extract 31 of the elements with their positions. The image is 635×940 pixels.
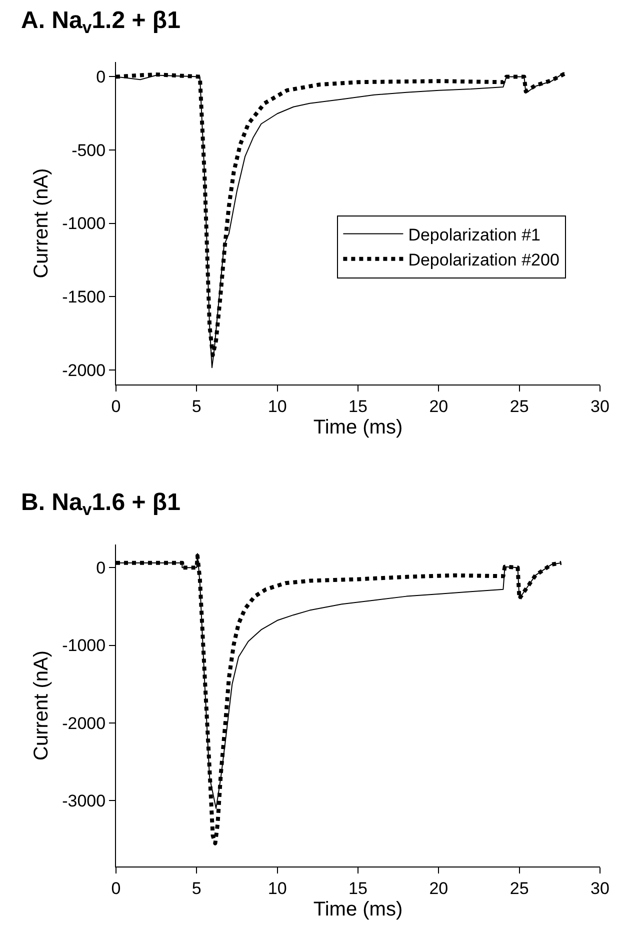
x-tick-label: 5 xyxy=(192,396,202,416)
x-tick-label: 0 xyxy=(111,879,121,898)
y-tick-label: -1500 xyxy=(62,287,106,306)
x-tick-label: 25 xyxy=(510,396,529,416)
y-axis-title: Current (nA) xyxy=(30,168,53,278)
y-tick-label: -3000 xyxy=(62,792,106,811)
y-tick-label: -1000 xyxy=(62,214,106,234)
legend-label: Depolarization #200 xyxy=(408,250,560,270)
x-tick-label: 25 xyxy=(510,879,529,898)
x-tick-label: 5 xyxy=(192,879,202,898)
legend-label: Depolarization #1 xyxy=(408,225,540,244)
x-axis-title: Time (ms) xyxy=(313,898,403,921)
x-tick-label: 0 xyxy=(111,396,121,416)
x-tick-label: 15 xyxy=(348,396,368,416)
x-tick-label: 10 xyxy=(268,396,287,416)
x-tick-label: 20 xyxy=(429,879,448,898)
y-tick-label: 0 xyxy=(96,558,106,578)
y-tick-label: -2000 xyxy=(62,360,106,380)
y-tick-label: -500 xyxy=(72,140,106,160)
y-axis-title: Current (nA) xyxy=(30,650,53,760)
x-tick-label: 30 xyxy=(590,879,610,898)
x-tick-label: 30 xyxy=(590,396,610,416)
x-tick-label: 10 xyxy=(268,879,287,898)
y-tick-label: -1000 xyxy=(62,636,106,656)
x-tick-label: 20 xyxy=(429,396,448,416)
chart-title: B. Na$_{v}$1.6 + β1 xyxy=(21,489,180,520)
x-axis-title: Time (ms) xyxy=(313,416,403,438)
chart-title: A. Na$_{v}$1.2 + β1 xyxy=(21,7,180,38)
x-tick-label: 15 xyxy=(348,879,368,898)
y-tick-label: -2000 xyxy=(62,714,106,733)
y-tick-label: 0 xyxy=(96,68,106,87)
